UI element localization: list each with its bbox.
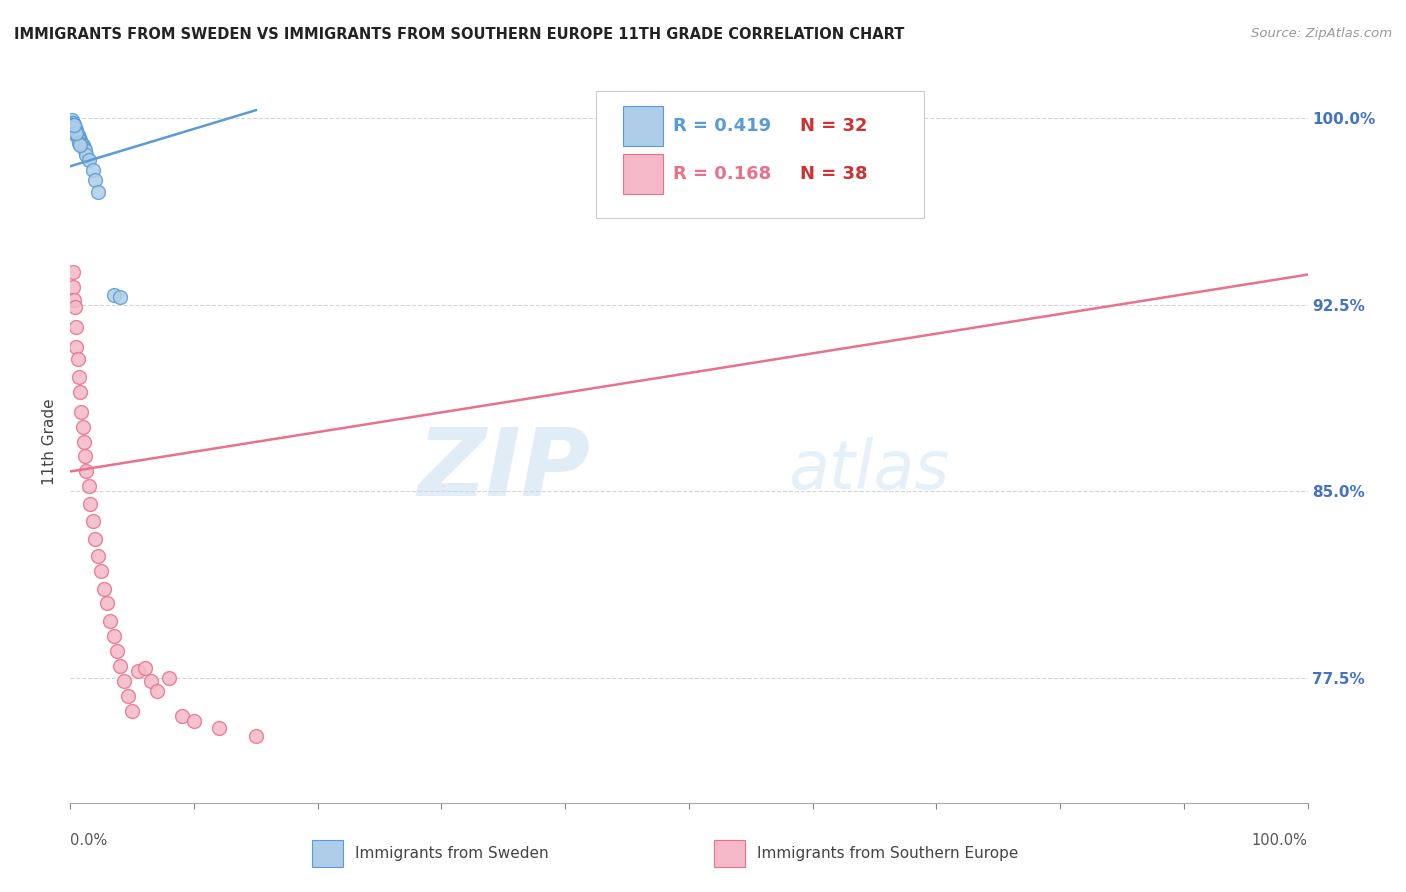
Point — [65, 123, 87, 137]
Point — [65, 126, 87, 140]
Point — [66, 352, 89, 367]
Point — [65, 123, 87, 137]
Point — [127, 664, 149, 678]
Point — [139, 673, 162, 688]
Point — [146, 683, 169, 698]
Point — [183, 714, 205, 728]
Point — [70, 404, 93, 418]
FancyBboxPatch shape — [312, 839, 343, 867]
Point — [65, 340, 87, 354]
Point — [63, 118, 86, 132]
Text: ZIP: ZIP — [418, 425, 591, 516]
Text: N = 32: N = 32 — [800, 117, 868, 135]
Point — [75, 148, 97, 162]
Point — [93, 582, 115, 596]
Point — [79, 497, 101, 511]
Point — [66, 130, 89, 145]
FancyBboxPatch shape — [714, 839, 745, 867]
Point — [82, 514, 104, 528]
Point — [90, 564, 112, 578]
Point — [69, 384, 91, 399]
Point — [65, 128, 87, 142]
Point — [65, 300, 87, 314]
Point — [134, 661, 156, 675]
Point — [84, 532, 107, 546]
Point — [73, 434, 96, 449]
Point — [62, 115, 84, 129]
Point — [62, 118, 84, 132]
Point — [62, 280, 84, 294]
Point — [72, 138, 94, 153]
Point — [112, 673, 135, 688]
Point — [63, 120, 86, 135]
Point — [82, 163, 104, 178]
Point — [245, 729, 267, 743]
Point — [62, 265, 84, 279]
Text: R = 0.419: R = 0.419 — [673, 117, 770, 135]
Point — [105, 644, 128, 658]
Text: Immigrants from Southern Europe: Immigrants from Southern Europe — [756, 846, 1018, 861]
Point — [63, 118, 86, 132]
Text: N = 38: N = 38 — [800, 165, 868, 183]
Text: 0.0%: 0.0% — [70, 833, 107, 847]
Point — [170, 708, 193, 723]
Point — [86, 186, 108, 200]
Point — [75, 143, 97, 157]
Point — [69, 138, 91, 153]
FancyBboxPatch shape — [623, 154, 664, 194]
Point — [121, 704, 143, 718]
Text: Source: ZipAtlas.com: Source: ZipAtlas.com — [1251, 27, 1392, 40]
Text: Immigrants from Sweden: Immigrants from Sweden — [354, 846, 548, 861]
Text: atlas: atlas — [787, 437, 949, 503]
Point — [63, 293, 86, 307]
Point — [65, 320, 87, 334]
Point — [103, 287, 125, 301]
Point — [72, 419, 94, 434]
Point — [208, 721, 231, 735]
FancyBboxPatch shape — [596, 91, 924, 218]
Text: 100.0%: 100.0% — [1251, 833, 1308, 847]
Point — [86, 549, 108, 563]
Point — [63, 118, 86, 132]
Text: IMMIGRANTS FROM SWEDEN VS IMMIGRANTS FROM SOUTHERN EUROPE 11TH GRADE CORRELATION: IMMIGRANTS FROM SWEDEN VS IMMIGRANTS FRO… — [14, 27, 904, 42]
Point — [157, 671, 180, 685]
Point — [65, 126, 87, 140]
Point — [96, 597, 118, 611]
Point — [103, 629, 125, 643]
Point — [65, 126, 87, 140]
Point — [67, 136, 90, 150]
Text: R = 0.168: R = 0.168 — [673, 165, 770, 183]
Point — [60, 113, 83, 128]
Point — [117, 689, 139, 703]
Point — [65, 120, 87, 135]
Point — [77, 153, 100, 167]
Point — [75, 450, 97, 464]
Point — [70, 136, 93, 150]
Point — [66, 128, 89, 142]
Point — [84, 173, 107, 187]
Point — [108, 658, 131, 673]
FancyBboxPatch shape — [623, 106, 664, 145]
Point — [108, 290, 131, 304]
Point — [67, 369, 90, 384]
Y-axis label: 11th Grade: 11th Grade — [42, 398, 58, 485]
Point — [67, 130, 90, 145]
Point — [98, 614, 121, 628]
Point — [60, 115, 83, 129]
Point — [69, 133, 91, 147]
Point — [77, 479, 100, 493]
Point — [73, 140, 96, 154]
Point — [75, 465, 97, 479]
